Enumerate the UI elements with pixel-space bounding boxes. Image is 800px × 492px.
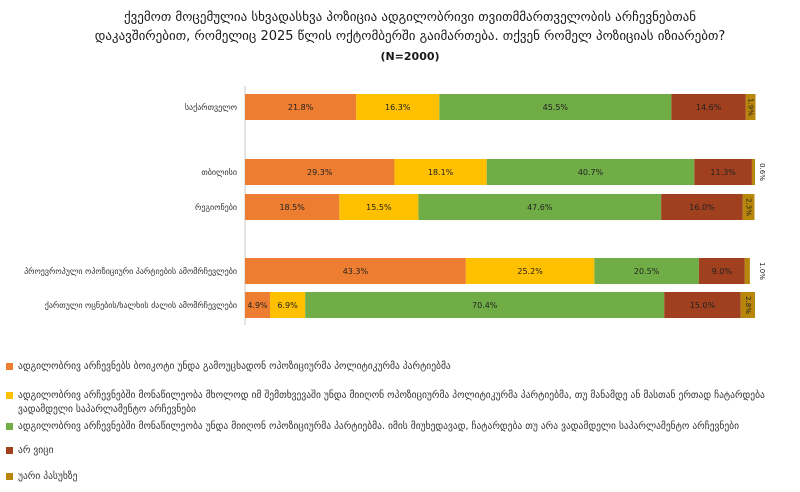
category-label: თბილისი xyxy=(201,167,237,177)
bar-segment xyxy=(245,94,357,120)
legend-swatch xyxy=(6,392,13,399)
bar-segment xyxy=(742,194,755,220)
sample-size: (N=2000) xyxy=(380,50,440,63)
legend-label: არ ვიცი xyxy=(18,445,54,456)
data-label: 25.2% xyxy=(517,267,543,276)
bar-segment xyxy=(439,94,672,120)
data-label: 1.9% xyxy=(747,98,755,116)
data-label: 14.6% xyxy=(696,103,722,112)
bar-segment xyxy=(671,94,746,120)
bar-segment xyxy=(465,258,595,284)
legend-item: ადგილობრივ არჩევნებში მონაწილეობა მხოლოდ… xyxy=(6,389,778,417)
data-label: 16.3% xyxy=(385,103,411,112)
category-label: ქართული ოცნების/ხალხის ძალის ამომრჩევლებ… xyxy=(45,300,237,310)
data-label: 16.0% xyxy=(689,203,715,212)
data-label: 70.4% xyxy=(472,301,498,310)
bar-segment xyxy=(745,94,756,120)
legend-swatch xyxy=(6,447,13,454)
bar-segment xyxy=(661,194,743,220)
legend-item: ადგილობრივ არჩევნებს ბოიკოტი უნდა გამოუც… xyxy=(6,360,778,374)
legend-item: უარი პასუხზე xyxy=(6,470,778,484)
bar-segment xyxy=(245,159,395,185)
data-label: 21.8% xyxy=(288,103,314,112)
bar-segment xyxy=(339,194,419,220)
category-label: რეგიონები xyxy=(195,202,237,212)
category-label: საქართველო xyxy=(185,102,237,112)
data-label: 45.5% xyxy=(543,103,569,112)
bar-segment xyxy=(418,194,662,220)
bar-segment xyxy=(486,159,695,185)
bar-segment xyxy=(245,292,270,318)
bar-segment xyxy=(269,292,306,318)
bar-segment xyxy=(744,258,750,284)
bar-segment xyxy=(245,258,466,284)
data-label: 43.3% xyxy=(343,267,369,276)
data-label: 47.6% xyxy=(527,203,553,212)
bar-segment xyxy=(664,292,741,318)
bar-segment xyxy=(305,292,665,318)
bar-segment xyxy=(740,292,755,318)
title-line-1: ქვემოთ მოცემულია სხვადასხვა პოზიცია ადგი… xyxy=(123,10,697,25)
data-label: 2.8% xyxy=(744,296,752,314)
bar-segment xyxy=(356,94,440,120)
legend-swatch xyxy=(6,363,13,370)
data-label: 9.0% xyxy=(712,267,733,276)
bar-segment xyxy=(394,159,487,185)
bar-segment xyxy=(245,194,340,220)
data-label: 1.0% xyxy=(758,262,766,280)
chart-title: ქვემოთ მოცემულია სხვადასხვა პოზიცია ადგი… xyxy=(80,8,740,66)
data-label: 20.5% xyxy=(634,267,660,276)
title-line-2: დაკავშირებით, რომელიც 2025 წლის ოქტომბერ… xyxy=(94,29,726,44)
data-label: 11.3% xyxy=(710,168,736,177)
data-label: 15.5% xyxy=(366,203,392,212)
legend-label: უარი პასუხზე xyxy=(18,471,78,482)
data-label: 0.6% xyxy=(758,163,766,181)
legend-item: ადგილობრივ არჩევნებში მონაწილეობა უნდა მ… xyxy=(6,420,778,434)
data-label: 15.0% xyxy=(690,301,716,310)
data-label: 18.5% xyxy=(279,203,305,212)
legend-swatch xyxy=(6,423,13,430)
legend-swatch xyxy=(6,473,13,480)
stacked-bar-chart: საქართველო 21.8% 16.3% 45.5% 14.6% 1.9% თბილის… xyxy=(24,86,766,325)
data-label: 2.3% xyxy=(745,198,753,216)
category-label: პროევროპული ოპოზიციური პარტიების ამომრჩე… xyxy=(24,266,237,276)
legend-label: ადგილობრივ არჩევნებში მონაწილეობა მხოლოდ… xyxy=(18,390,765,415)
data-label: 40.7% xyxy=(578,168,604,177)
legend-label: ადგილობრივ არჩევნებს ბოიკოტი უნდა გამოუც… xyxy=(18,361,451,372)
bar-segment xyxy=(751,159,755,185)
data-label: 6.9% xyxy=(277,301,298,310)
bar-segment xyxy=(698,258,745,284)
bar-segment xyxy=(594,258,699,284)
legend-label: ადგილობრივ არჩევნებში მონაწილეობა უნდა მ… xyxy=(18,421,740,432)
data-label: 4.9% xyxy=(247,301,268,310)
data-label: 18.1% xyxy=(428,168,454,177)
data-label: 29.3% xyxy=(307,168,333,177)
bar-segment xyxy=(694,159,752,185)
legend-item: არ ვიცი xyxy=(6,444,778,458)
